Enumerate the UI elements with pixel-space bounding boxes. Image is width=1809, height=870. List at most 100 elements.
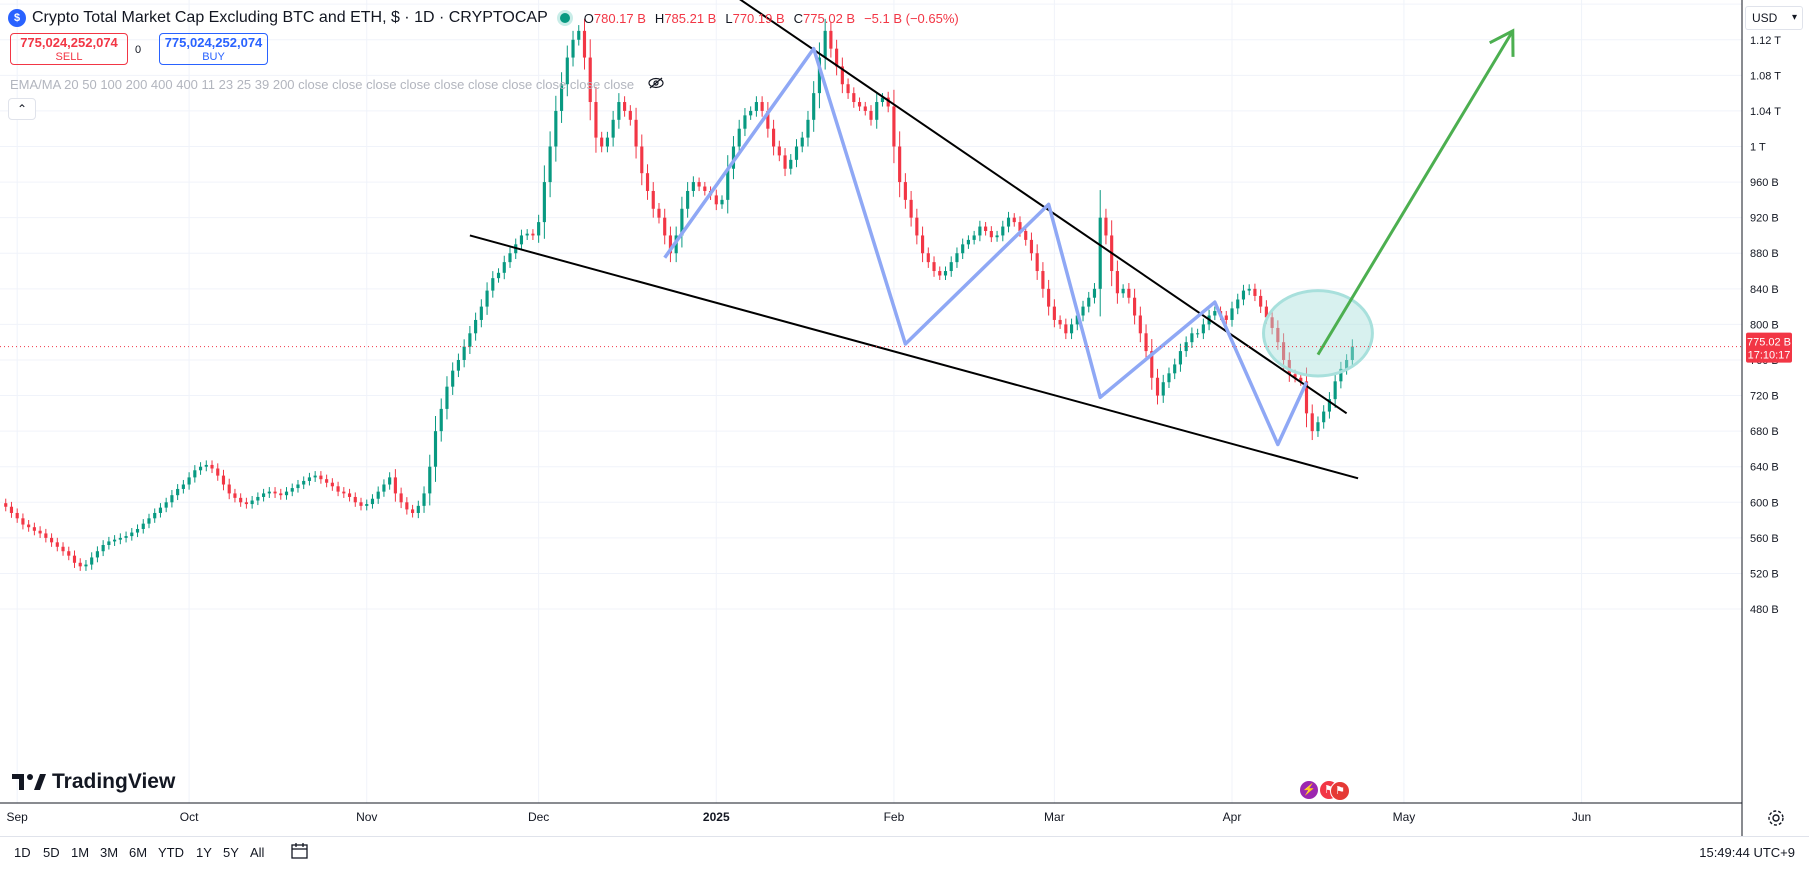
candle-down [886,97,890,107]
candle-up [193,470,197,478]
y-tick-label: 1.12 T [1750,35,1781,47]
tradingview-mark-icon [12,774,46,790]
range-1d[interactable]: 1D [14,845,31,860]
settings-gear-icon[interactable] [1766,808,1786,828]
us-flag-event-icon-2[interactable]: ⚑ [1330,781,1350,801]
range-1y[interactable]: 1Y [196,845,212,860]
range-all[interactable]: All [250,845,265,860]
candle-down [1018,222,1022,232]
candle-up [1339,368,1343,382]
y-tick-label: 600 B [1750,497,1779,509]
breakout-arrow-head[interactable] [1489,28,1515,57]
y-tick-label: 880 B [1750,248,1779,260]
candle-down [857,102,862,107]
upper-trendline[interactable] [739,0,1348,415]
indicator-legend[interactable]: EMA/MA 20 50 100 200 400 400 11 23 25 39… [10,77,664,92]
y-tick-label: 1.08 T [1750,70,1781,82]
candle-up [468,333,472,347]
candle-down [600,137,604,147]
candle-down [411,509,415,513]
range-1m[interactable]: 1M [71,845,90,860]
candle-up [1087,297,1091,307]
candle-up [743,115,747,129]
y-tick-label: 1.04 T [1750,106,1781,118]
candle-up [961,244,965,254]
candle-down [336,486,340,492]
candle-up [313,475,317,478]
candle-down [829,30,833,49]
candle-up [794,146,799,160]
candle-down [38,530,42,534]
candle-up [519,235,524,245]
candle-down [920,235,925,254]
candle-up [262,493,266,497]
collapse-legend-button[interactable]: ⌃ [8,98,36,120]
ohlc-high: H785.21 B [654,10,717,26]
range-5y[interactable]: 5Y [223,845,239,860]
symbol-title[interactable]: Crypto Total Market Cap Excluding BTC an… [32,9,548,26]
candle-up [181,484,185,489]
chart-header: $ Crypto Total Market Cap Excluding BTC … [8,6,968,30]
candle-up [164,502,168,508]
candle-up [370,498,375,505]
hide-eye-icon[interactable] [648,77,664,92]
breakout-highlight-circle[interactable] [1262,289,1374,378]
candle-down [898,146,902,183]
candle-up [95,551,99,558]
range-6m[interactable]: 6M [129,845,148,860]
lower-trendline[interactable] [469,234,1359,480]
ohlc-low: L770.19 B [725,10,785,26]
candle-down [55,542,59,547]
candle-down [1041,271,1045,289]
breakout-arrow[interactable] [1316,30,1515,356]
candle-down [330,482,334,487]
candle-up [382,484,386,492]
candle-up [806,119,810,138]
candle-up [147,518,151,524]
tradingview-logo[interactable]: TradingView [12,770,175,794]
candle-down [1304,381,1309,414]
candle-down [1115,271,1119,294]
candle-down [582,30,587,58]
candle-up [1069,324,1074,334]
candle-up [1092,288,1097,298]
candle-up [1333,381,1337,400]
range-5d[interactable]: 5D [43,845,60,860]
buy-price: 775,024,252,074 [164,35,263,50]
candle-down [1282,342,1286,360]
date-range-calendar-icon[interactable] [290,842,310,860]
candle-down [1133,297,1137,316]
candle-up [1327,399,1331,412]
candle-up [720,199,724,205]
candle-up [496,272,501,279]
candle-down [766,110,770,129]
buy-button[interactable]: 775,024,252,074 BUY [159,33,268,65]
candle-down [1155,377,1160,396]
market-status-icon[interactable] [559,13,570,23]
candle-down [78,562,82,567]
currency-select[interactable]: USD ▾ [1745,6,1803,30]
candle-up [474,319,478,334]
range-3m[interactable]: 3M [100,845,119,860]
candle-down [221,475,226,485]
candle-up [439,408,443,432]
candle-down [588,57,592,103]
candle-down [645,173,650,191]
lightning-event-icon[interactable]: ⚡ [1300,781,1318,799]
candle-up [525,233,529,236]
candle-up [1167,373,1171,383]
range-ytd[interactable]: YTD [158,845,184,860]
candle-down [1104,217,1108,236]
sell-button[interactable]: 775,024,252,074 SELL [10,33,128,65]
x-tick-label: Oct [180,810,199,824]
cryptocap-logo-icon: $ [8,9,26,27]
candle-up [1184,342,1188,352]
candle-up [731,146,736,169]
x-tick-label: Nov [356,810,377,824]
candle-down [4,503,8,507]
x-tick-label: Sep [7,810,29,824]
candle-down [1299,377,1303,382]
clock-timezone[interactable]: 15:49:44 UTC+9 [1699,845,1795,860]
wave-pattern-line[interactable] [663,46,1309,447]
